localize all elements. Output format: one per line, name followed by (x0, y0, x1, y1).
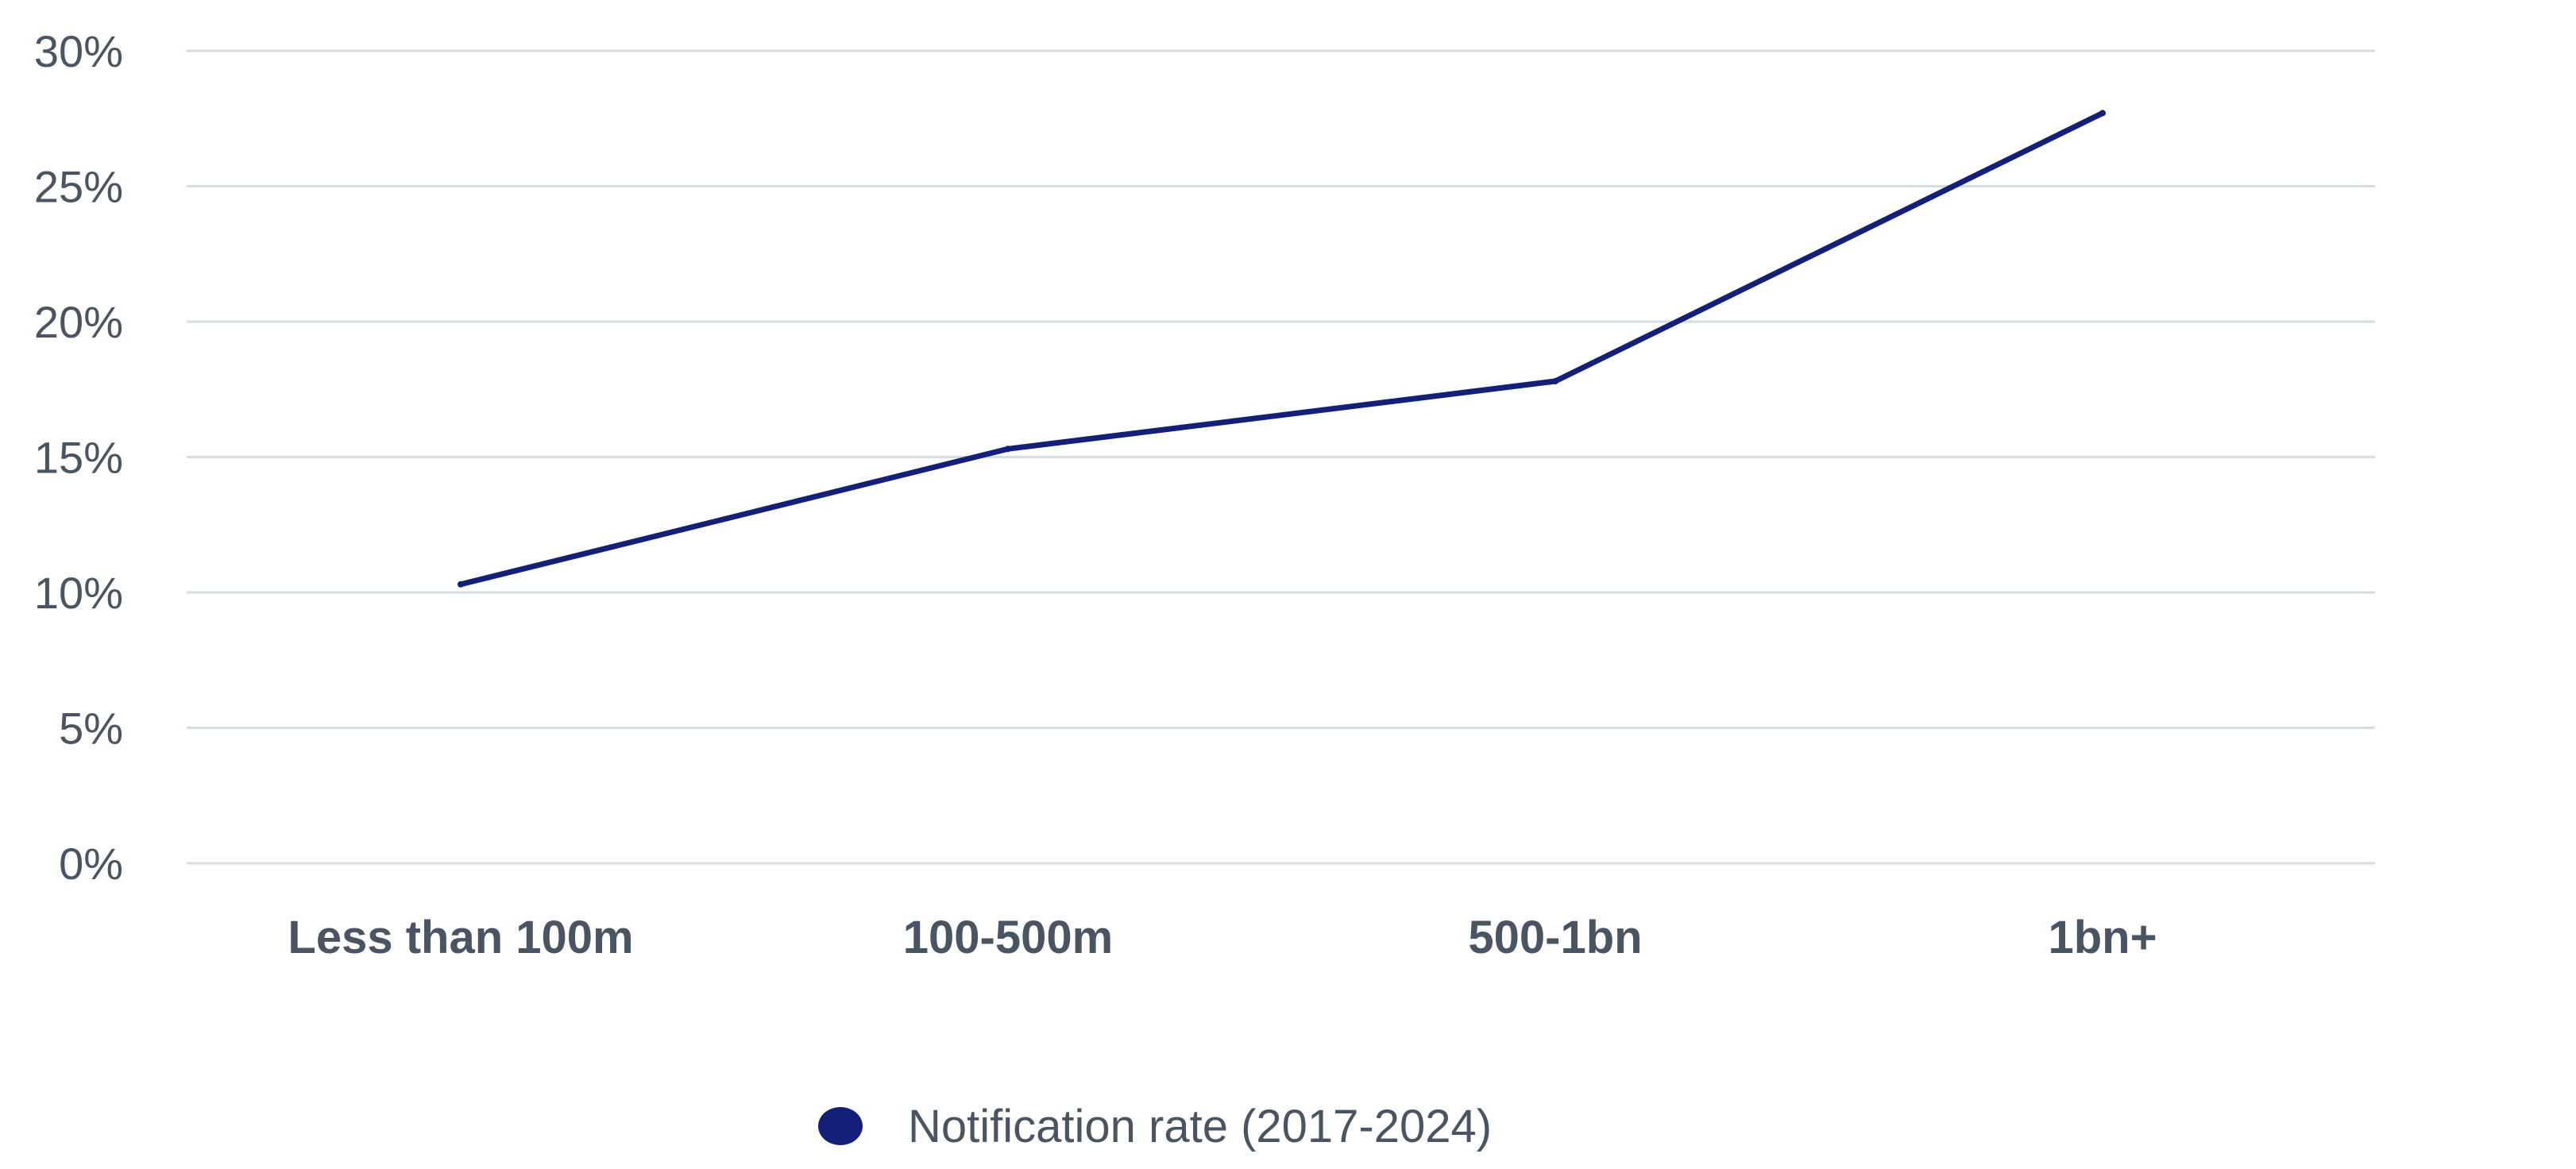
y-tick-label: 5% (59, 704, 123, 754)
legend-marker-icon (818, 1107, 863, 1145)
legend-label[interactable]: Notification rate (2017-2024) (908, 1101, 1492, 1152)
series-line[interactable] (458, 110, 2106, 588)
x-tick-label: 100-500m (903, 912, 1113, 963)
y-tick-label: 25% (34, 162, 123, 212)
y-axis-ticks: 0% 5% 10% 15% 20% 25% 30% (34, 26, 123, 889)
y-tick-label: 15% (34, 433, 123, 483)
x-tick-label: 1bn+ (2049, 912, 2157, 963)
data-point[interactable] (458, 581, 464, 588)
series-lines (458, 110, 2106, 588)
y-tick-label: 20% (34, 297, 123, 347)
y-tick-label: 30% (34, 26, 123, 76)
data-point[interactable] (1552, 378, 1558, 385)
gridlines (187, 49, 2375, 865)
legend[interactable]: Notification rate (2017-2024) (818, 1101, 1492, 1152)
x-tick-label: 500-1bn (1468, 912, 1642, 963)
y-tick-label: 10% (34, 568, 123, 618)
y-tick-label: 0% (59, 839, 123, 889)
x-tick-label: Less than 100m (288, 912, 633, 963)
x-axis-ticks: Less than 100m 100-500m 500-1bn 1bn+ (288, 912, 2157, 963)
data-point[interactable] (2099, 110, 2106, 117)
data-point[interactable] (1005, 446, 1011, 453)
